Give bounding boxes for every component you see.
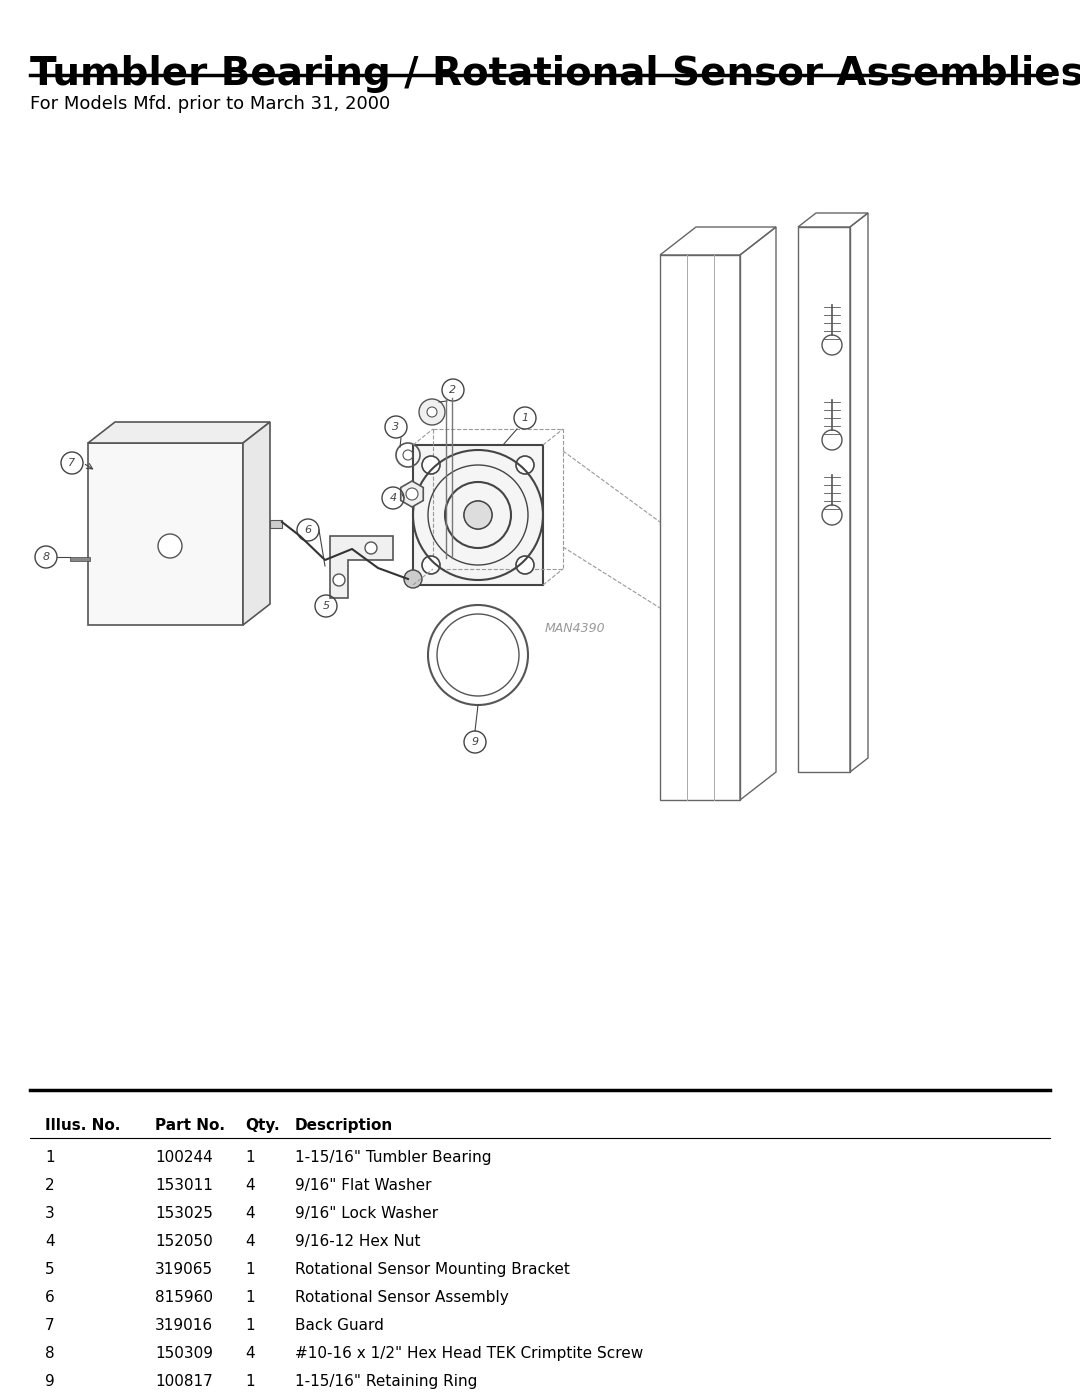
- Circle shape: [333, 574, 345, 585]
- Text: 3: 3: [45, 1206, 55, 1221]
- Text: 1: 1: [522, 414, 528, 423]
- Text: 4: 4: [245, 1345, 255, 1361]
- Text: 9/16" Flat Washer: 9/16" Flat Washer: [295, 1178, 432, 1193]
- Text: 1: 1: [245, 1317, 255, 1333]
- Text: 8: 8: [42, 552, 50, 562]
- Text: 7: 7: [45, 1317, 55, 1333]
- Text: 9: 9: [472, 738, 478, 747]
- Text: 4: 4: [45, 1234, 55, 1249]
- Circle shape: [822, 504, 842, 525]
- Text: 153011: 153011: [156, 1178, 213, 1193]
- Circle shape: [516, 556, 534, 574]
- Text: Tumbler Bearing / Rotational Sensor Assemblies: Tumbler Bearing / Rotational Sensor Asse…: [30, 54, 1080, 94]
- Text: 5: 5: [323, 601, 329, 610]
- Polygon shape: [413, 446, 543, 585]
- Circle shape: [365, 542, 377, 555]
- Text: 2: 2: [449, 386, 457, 395]
- Text: 4: 4: [245, 1234, 255, 1249]
- Text: 4: 4: [245, 1178, 255, 1193]
- Text: 5: 5: [45, 1261, 55, 1277]
- Circle shape: [422, 556, 440, 574]
- Text: 319016: 319016: [156, 1317, 213, 1333]
- Bar: [70, 557, 90, 562]
- Text: 4: 4: [245, 1206, 255, 1221]
- Text: 9/16" Lock Washer: 9/16" Lock Washer: [295, 1206, 438, 1221]
- Text: 2: 2: [45, 1178, 55, 1193]
- Circle shape: [158, 534, 183, 557]
- Text: For Models Mfd. prior to March 31, 2000: For Models Mfd. prior to March 31, 2000: [30, 95, 390, 113]
- Text: Description: Description: [295, 1118, 393, 1133]
- Text: 100817: 100817: [156, 1375, 213, 1389]
- Text: 1: 1: [45, 1150, 55, 1165]
- Text: 1-15/16" Retaining Ring: 1-15/16" Retaining Ring: [295, 1375, 477, 1389]
- Text: Illus. No.: Illus. No.: [45, 1118, 120, 1133]
- Text: 1-15/16" Tumbler Bearing: 1-15/16" Tumbler Bearing: [295, 1150, 491, 1165]
- Text: 9/16-12 Hex Nut: 9/16-12 Hex Nut: [295, 1234, 420, 1249]
- Text: 152050: 152050: [156, 1234, 213, 1249]
- Text: Qty.: Qty.: [245, 1118, 280, 1133]
- Text: Part No.: Part No.: [156, 1118, 225, 1133]
- Text: 8: 8: [45, 1345, 55, 1361]
- Text: 150309: 150309: [156, 1345, 213, 1361]
- Text: 6: 6: [45, 1289, 55, 1305]
- Text: Rotational Sensor Assembly: Rotational Sensor Assembly: [295, 1289, 509, 1305]
- Text: 7: 7: [68, 458, 76, 468]
- Text: 319065: 319065: [156, 1261, 213, 1277]
- Bar: [270, 520, 282, 528]
- Circle shape: [419, 400, 445, 425]
- Text: Rotational Sensor Mounting Bracket: Rotational Sensor Mounting Bracket: [295, 1261, 570, 1277]
- Text: #10-16 x 1/2" Hex Head TEK Crimptite Screw: #10-16 x 1/2" Hex Head TEK Crimptite Scr…: [295, 1345, 644, 1361]
- Circle shape: [464, 502, 492, 529]
- Polygon shape: [243, 422, 270, 624]
- Text: 9: 9: [45, 1375, 55, 1389]
- Text: 100244: 100244: [156, 1150, 213, 1165]
- Polygon shape: [330, 536, 393, 598]
- Text: 3: 3: [392, 422, 400, 432]
- Polygon shape: [87, 422, 270, 443]
- Circle shape: [404, 570, 422, 588]
- Circle shape: [822, 335, 842, 355]
- Polygon shape: [401, 481, 423, 507]
- Circle shape: [516, 455, 534, 474]
- Text: 6: 6: [305, 525, 311, 535]
- Text: 1: 1: [245, 1375, 255, 1389]
- Text: 1: 1: [245, 1150, 255, 1165]
- Polygon shape: [87, 443, 243, 624]
- Text: Back Guard: Back Guard: [295, 1317, 383, 1333]
- Circle shape: [822, 430, 842, 450]
- Text: 4: 4: [390, 493, 396, 503]
- Text: MAN4390: MAN4390: [545, 622, 606, 636]
- Text: 1: 1: [245, 1261, 255, 1277]
- Text: 153025: 153025: [156, 1206, 213, 1221]
- Circle shape: [406, 488, 418, 500]
- Circle shape: [427, 407, 437, 416]
- Text: 1: 1: [245, 1289, 255, 1305]
- Text: 815960: 815960: [156, 1289, 213, 1305]
- Circle shape: [422, 455, 440, 474]
